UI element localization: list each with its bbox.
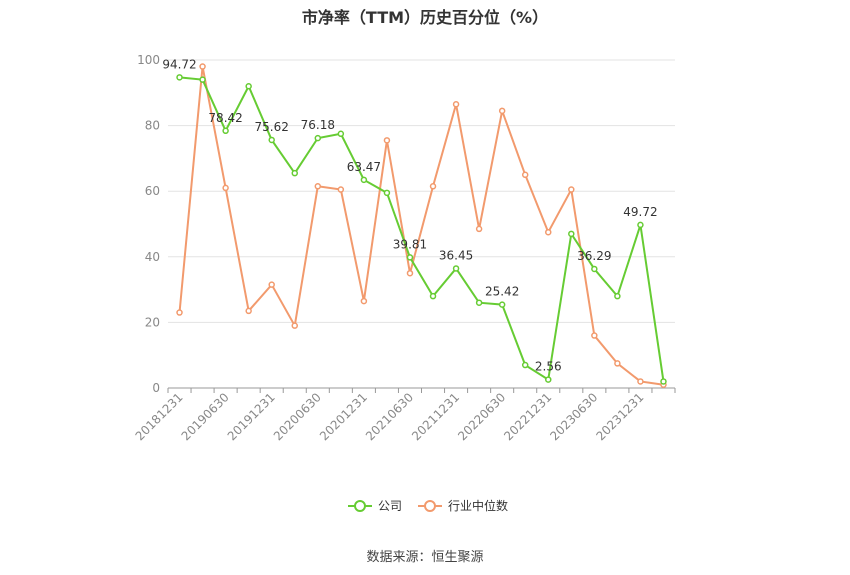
x-tick-label: 20221231 (501, 390, 554, 443)
y-tick-label: 80 (145, 119, 160, 133)
data-point (637, 378, 644, 385)
y-tick-label: 0 (152, 381, 160, 395)
data-point (429, 292, 437, 300)
chart-title: 市净率（TTM）历史百分位（%） (301, 8, 549, 27)
legend-label: 行业中位数 (448, 498, 508, 513)
data-point (452, 101, 460, 108)
data-point (452, 265, 460, 272)
x-tick-label: 20230630 (547, 390, 600, 443)
data-label: 39.81 (393, 237, 427, 251)
data-label: 2.56 (535, 360, 562, 374)
legend-marker (424, 500, 436, 512)
data-label: 63.47 (347, 160, 381, 174)
data-label: 49.72 (623, 205, 657, 219)
data-label: 25.42 (485, 285, 519, 299)
data-point (314, 134, 322, 142)
data-point (268, 136, 275, 144)
x-tick-label: 20231231 (593, 390, 646, 443)
x-tick-label: 20181231 (133, 390, 186, 443)
y-tick-label: 100 (137, 53, 160, 67)
data-point (521, 171, 529, 179)
data-point (360, 176, 368, 184)
data-label: 75.62 (255, 120, 289, 134)
data-point (429, 183, 437, 190)
data-point (637, 221, 644, 229)
data-point (568, 186, 575, 193)
line-chart: 0204060801002018123120190630201912312020… (133, 53, 676, 513)
data-source: 数据来源：恒生聚源 (366, 550, 484, 565)
x-tick-label: 20211231 (409, 390, 462, 443)
data-point (614, 360, 621, 367)
x-tick-label: 20190630 (179, 390, 232, 443)
legend-marker (354, 500, 366, 512)
data-point (545, 376, 552, 383)
x-tick-label: 20201231 (317, 390, 370, 443)
y-tick-label: 20 (145, 315, 160, 329)
data-label: 94.72 (162, 57, 196, 71)
data-point (222, 127, 229, 135)
data-point (406, 254, 414, 261)
data-point (245, 307, 252, 315)
data-label: 36.29 (577, 249, 611, 263)
data-point (591, 332, 598, 339)
x-tick-label: 20220630 (455, 390, 508, 443)
data-point (291, 322, 298, 329)
data-point (360, 297, 368, 305)
data-point (199, 63, 206, 70)
y-tick-label: 40 (145, 250, 160, 264)
data-label: 78.42 (208, 111, 242, 125)
series-line (179, 76, 665, 382)
data-point (383, 189, 391, 197)
data-point (245, 82, 252, 90)
data-point (406, 269, 414, 277)
data-point (268, 281, 275, 288)
data-point (176, 309, 183, 316)
x-tick-label: 20191231 (225, 390, 278, 443)
data-point (222, 184, 229, 192)
data-point (568, 230, 575, 238)
data-point (521, 361, 529, 369)
data-point (176, 74, 183, 81)
data-point (199, 76, 206, 83)
data-point (614, 292, 621, 300)
data-point (475, 225, 483, 233)
data-label: 36.45 (439, 248, 473, 262)
data-point (475, 299, 483, 306)
data-point (545, 228, 552, 236)
data-point (591, 265, 598, 273)
x-tick-label: 20210630 (363, 390, 416, 443)
legend-label: 公司 (378, 499, 402, 513)
data-point (337, 130, 345, 138)
data-point (383, 137, 391, 144)
y-tick-label: 60 (145, 184, 160, 198)
data-point (337, 186, 345, 193)
data-label: 76.18 (301, 118, 335, 132)
data-point (498, 107, 506, 115)
series-line (178, 66, 664, 386)
data-point (660, 378, 667, 385)
data-point (314, 183, 322, 190)
data-point (291, 169, 298, 177)
data-point (498, 301, 506, 308)
x-tick-label: 20200630 (271, 390, 324, 443)
